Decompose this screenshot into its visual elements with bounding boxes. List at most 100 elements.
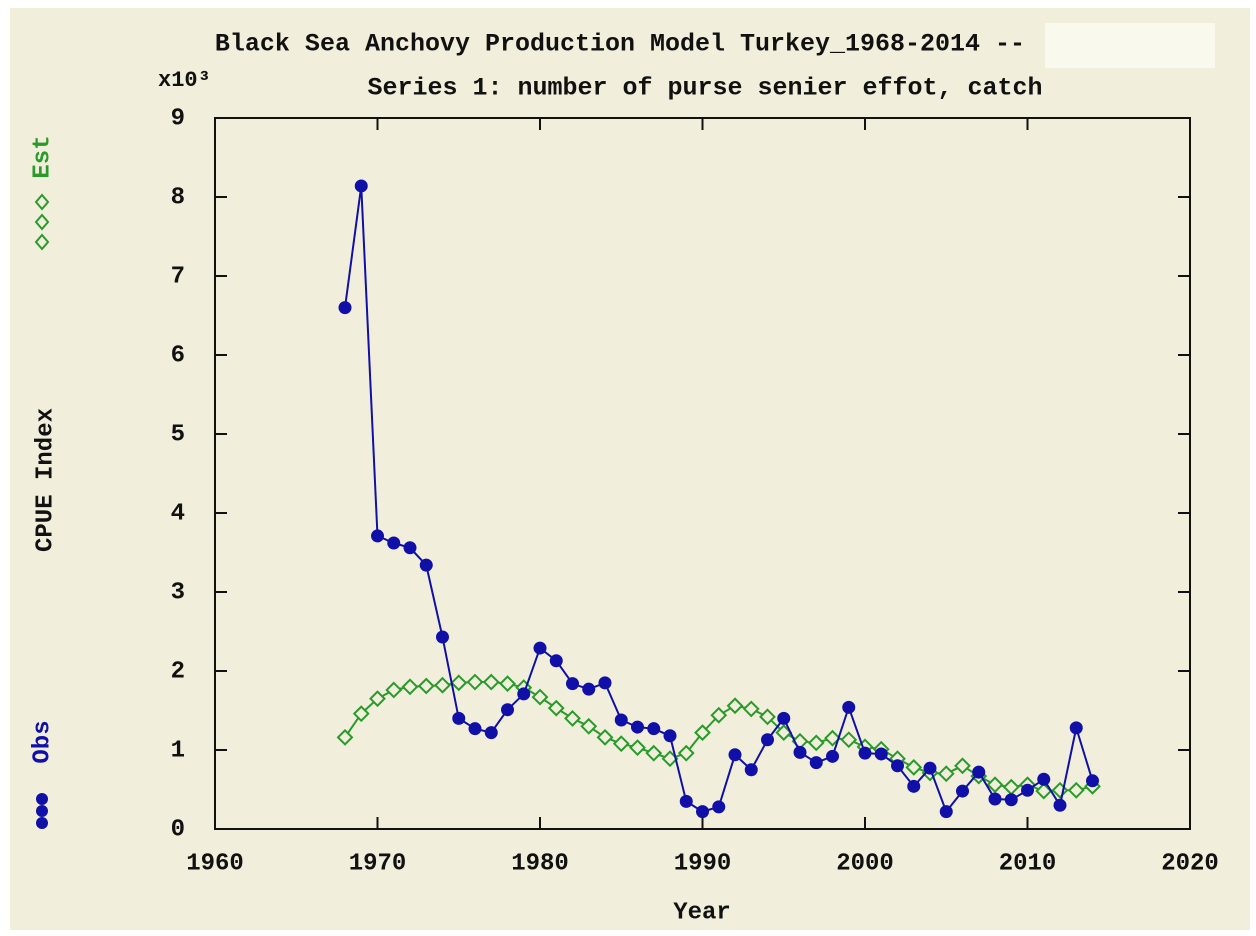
obs-point xyxy=(1069,721,1083,735)
est-point xyxy=(645,744,663,762)
chart-title: Black Sea Anchovy Production Model Turke… xyxy=(215,30,1025,59)
y-tick-label: 6 xyxy=(171,342,185,369)
obs-point xyxy=(696,805,709,819)
obs-point xyxy=(728,748,742,762)
est-point xyxy=(499,675,516,693)
obs-point xyxy=(679,794,693,808)
obs-point xyxy=(452,711,466,725)
obs-point xyxy=(907,779,921,793)
est-point xyxy=(401,678,419,696)
y-tick-label: 2 xyxy=(171,658,185,685)
obs-point xyxy=(1037,772,1051,786)
legend-marker xyxy=(34,233,50,251)
y-tick-label: 7 xyxy=(171,263,185,290)
y-tick-label: 5 xyxy=(171,421,185,448)
est-point xyxy=(905,758,923,776)
obs-point xyxy=(923,761,937,775)
est-point xyxy=(824,729,841,747)
obs-point xyxy=(354,179,368,193)
est-point xyxy=(482,673,500,691)
est-point xyxy=(629,739,646,757)
x-tick-label: 2000 xyxy=(836,850,894,877)
obs-point xyxy=(403,541,417,555)
est-point xyxy=(937,765,955,783)
est-point xyxy=(531,688,549,706)
obs-point xyxy=(598,676,612,690)
obs-point xyxy=(1021,783,1034,797)
redacted-box xyxy=(1045,23,1215,68)
y-tick-label: 9 xyxy=(171,105,185,132)
obs-point xyxy=(468,722,482,736)
est-point xyxy=(369,690,386,708)
legend-marker xyxy=(34,213,50,231)
est-point xyxy=(450,674,468,692)
obs-point xyxy=(517,687,531,701)
x-tick-label: 1990 xyxy=(674,850,732,877)
obs-point xyxy=(663,729,677,743)
y-scale-label: x10³ xyxy=(158,68,211,93)
y-tick-label: 1 xyxy=(171,737,185,764)
obs-point xyxy=(793,745,807,759)
y-tick-label: 0 xyxy=(171,816,185,843)
est-point xyxy=(840,731,858,749)
obs-point xyxy=(956,784,969,798)
obs-point xyxy=(436,630,449,644)
est-point xyxy=(417,677,435,695)
est-point xyxy=(694,724,711,742)
x-tick-label: 1960 xyxy=(186,850,244,877)
obs-point xyxy=(712,800,726,814)
y-axis-label: CPUE Index xyxy=(32,408,59,552)
est-point xyxy=(710,706,728,724)
est-point xyxy=(742,700,760,718)
obs-point xyxy=(582,682,596,696)
obs-point xyxy=(387,536,401,550)
obs-point xyxy=(777,711,791,725)
obs-point xyxy=(1004,793,1018,807)
y-tick-label: 8 xyxy=(171,184,185,211)
chart-subtitle: Series 1: number of purse senier effot, … xyxy=(367,74,1042,103)
x-tick-label: 2020 xyxy=(1161,850,1219,877)
est-point xyxy=(677,744,695,762)
y-tick-label: 3 xyxy=(171,579,185,606)
x-tick-label: 2010 xyxy=(999,850,1057,877)
obs-point xyxy=(338,301,352,315)
est-point xyxy=(612,735,630,753)
est-point xyxy=(596,728,614,746)
obs-point xyxy=(939,805,953,819)
obs-point xyxy=(858,746,872,760)
est-point xyxy=(385,681,403,699)
legend-marker xyxy=(36,793,48,805)
legend-marker xyxy=(36,805,48,817)
obs-point xyxy=(891,759,904,773)
obs-point xyxy=(614,713,628,727)
est-point xyxy=(466,673,484,691)
x-tick-label: 1970 xyxy=(349,850,407,877)
obs-point xyxy=(1086,774,1099,788)
legend-label: Est xyxy=(29,135,56,178)
est-point xyxy=(1067,781,1085,799)
obs-point xyxy=(484,726,498,740)
legend-marker xyxy=(34,193,50,211)
obs-point xyxy=(874,747,888,761)
obs-point xyxy=(761,733,774,747)
x-axis-label: Year xyxy=(673,899,731,926)
est-point xyxy=(726,697,744,715)
est-point xyxy=(434,676,451,694)
obs-point xyxy=(744,763,758,777)
est-point xyxy=(564,709,581,727)
obs-point xyxy=(631,720,644,734)
legend-label: Obs xyxy=(29,720,56,763)
obs-point xyxy=(647,722,661,736)
est-point xyxy=(547,699,565,717)
legend-marker xyxy=(36,817,48,829)
obs-point xyxy=(533,641,547,655)
est-point xyxy=(954,757,971,775)
est-point xyxy=(352,705,370,723)
obs-point xyxy=(566,677,579,691)
obs-point xyxy=(826,749,839,763)
obs-point xyxy=(501,703,514,717)
est-point xyxy=(580,717,598,735)
est-point xyxy=(759,708,776,726)
y-tick-label: 4 xyxy=(171,500,185,527)
